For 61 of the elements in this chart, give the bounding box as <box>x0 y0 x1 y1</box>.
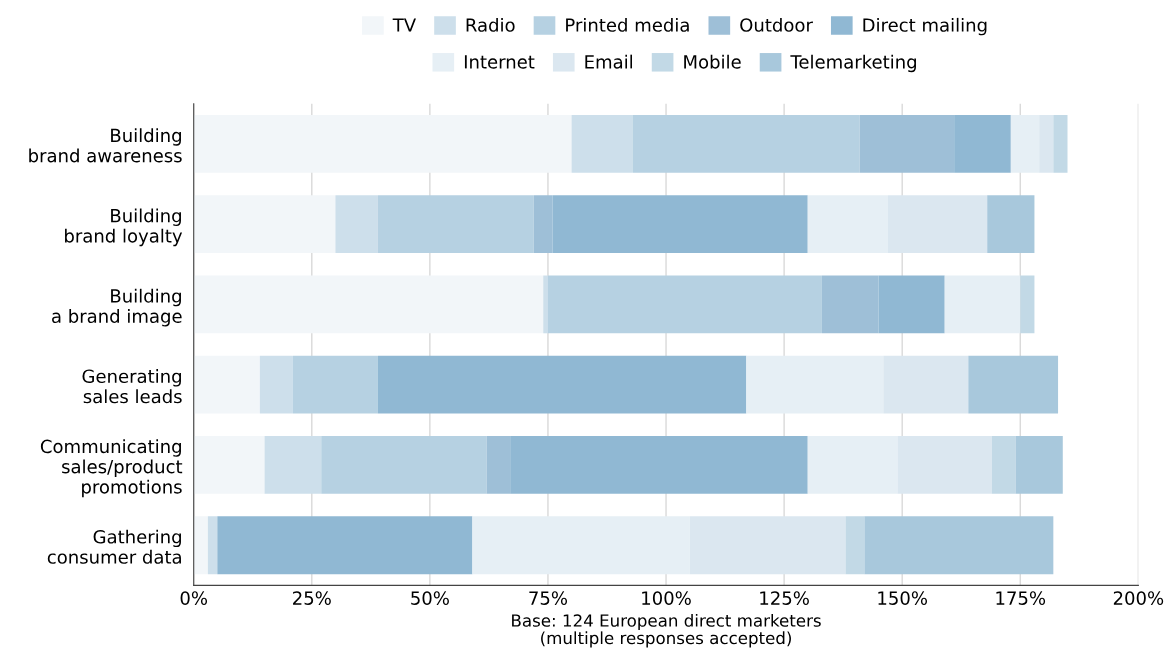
bar <box>193 195 336 254</box>
x-tick-label: 50% <box>411 591 449 605</box>
legend-label: Mobile <box>684 54 741 69</box>
x-tick-label: 125% <box>760 591 809 605</box>
bar <box>552 195 808 254</box>
bar <box>292 355 378 414</box>
bar <box>533 195 553 254</box>
bar <box>377 355 747 414</box>
legend-label: Radio <box>466 17 515 32</box>
bar <box>1020 275 1035 334</box>
bar <box>193 436 265 494</box>
y-tick-label: Generating sales leads <box>82 369 182 404</box>
bar <box>1015 436 1063 494</box>
bar <box>217 516 473 575</box>
bar <box>859 114 955 173</box>
bar <box>377 195 534 254</box>
bar <box>821 275 879 334</box>
x-tick-label: 0% <box>180 591 208 605</box>
bar <box>878 275 945 334</box>
legend-label: Telemarketing <box>790 54 916 73</box>
bar <box>486 436 511 494</box>
y-tick-label: Building a brand image <box>52 288 182 327</box>
bar <box>944 275 1021 334</box>
bar <box>547 275 822 334</box>
bar <box>193 516 208 575</box>
bar <box>335 195 378 254</box>
legend-label: TV <box>392 18 416 32</box>
bar <box>954 114 1011 173</box>
y-tick-label: Building brand loyalty <box>65 208 183 247</box>
bar <box>321 436 487 494</box>
y-tick-label: Gathering consumer data <box>47 529 181 564</box>
bar <box>259 355 293 414</box>
bar <box>845 516 865 575</box>
bar <box>864 516 1054 575</box>
x-tick-label: 100% <box>642 591 691 605</box>
x-tick-label: 75% <box>529 591 568 605</box>
bar <box>193 114 572 173</box>
x-tick-label: 150% <box>878 591 928 605</box>
bar <box>968 355 1059 414</box>
bar <box>991 436 1016 494</box>
x-tick-label: 200% <box>1113 591 1164 605</box>
x-tick-label: 175% <box>996 591 1046 605</box>
x-tick-label: 25% <box>293 591 331 605</box>
bar <box>193 275 544 334</box>
y-tick-label: Communicating sales/product promotions <box>40 439 183 498</box>
x-axis-title: Base: 124 European direct marketers (multiple responses accepted) <box>512 613 821 648</box>
bar <box>632 114 860 173</box>
bar <box>543 275 548 334</box>
legend-label: Direct mailing <box>863 17 987 36</box>
legend-label: Outdoor <box>740 17 813 32</box>
bar <box>510 436 808 494</box>
legend-label: Internet <box>464 55 535 69</box>
bar <box>207 516 218 575</box>
bar <box>1053 114 1068 173</box>
legend-label: Printed media <box>566 17 689 32</box>
bar <box>264 436 322 494</box>
bar <box>987 195 1035 254</box>
y-tick-label: Building brand awareness <box>29 128 182 163</box>
bar <box>193 355 260 414</box>
bar <box>571 114 633 173</box>
legend-label: Email <box>585 54 633 69</box>
